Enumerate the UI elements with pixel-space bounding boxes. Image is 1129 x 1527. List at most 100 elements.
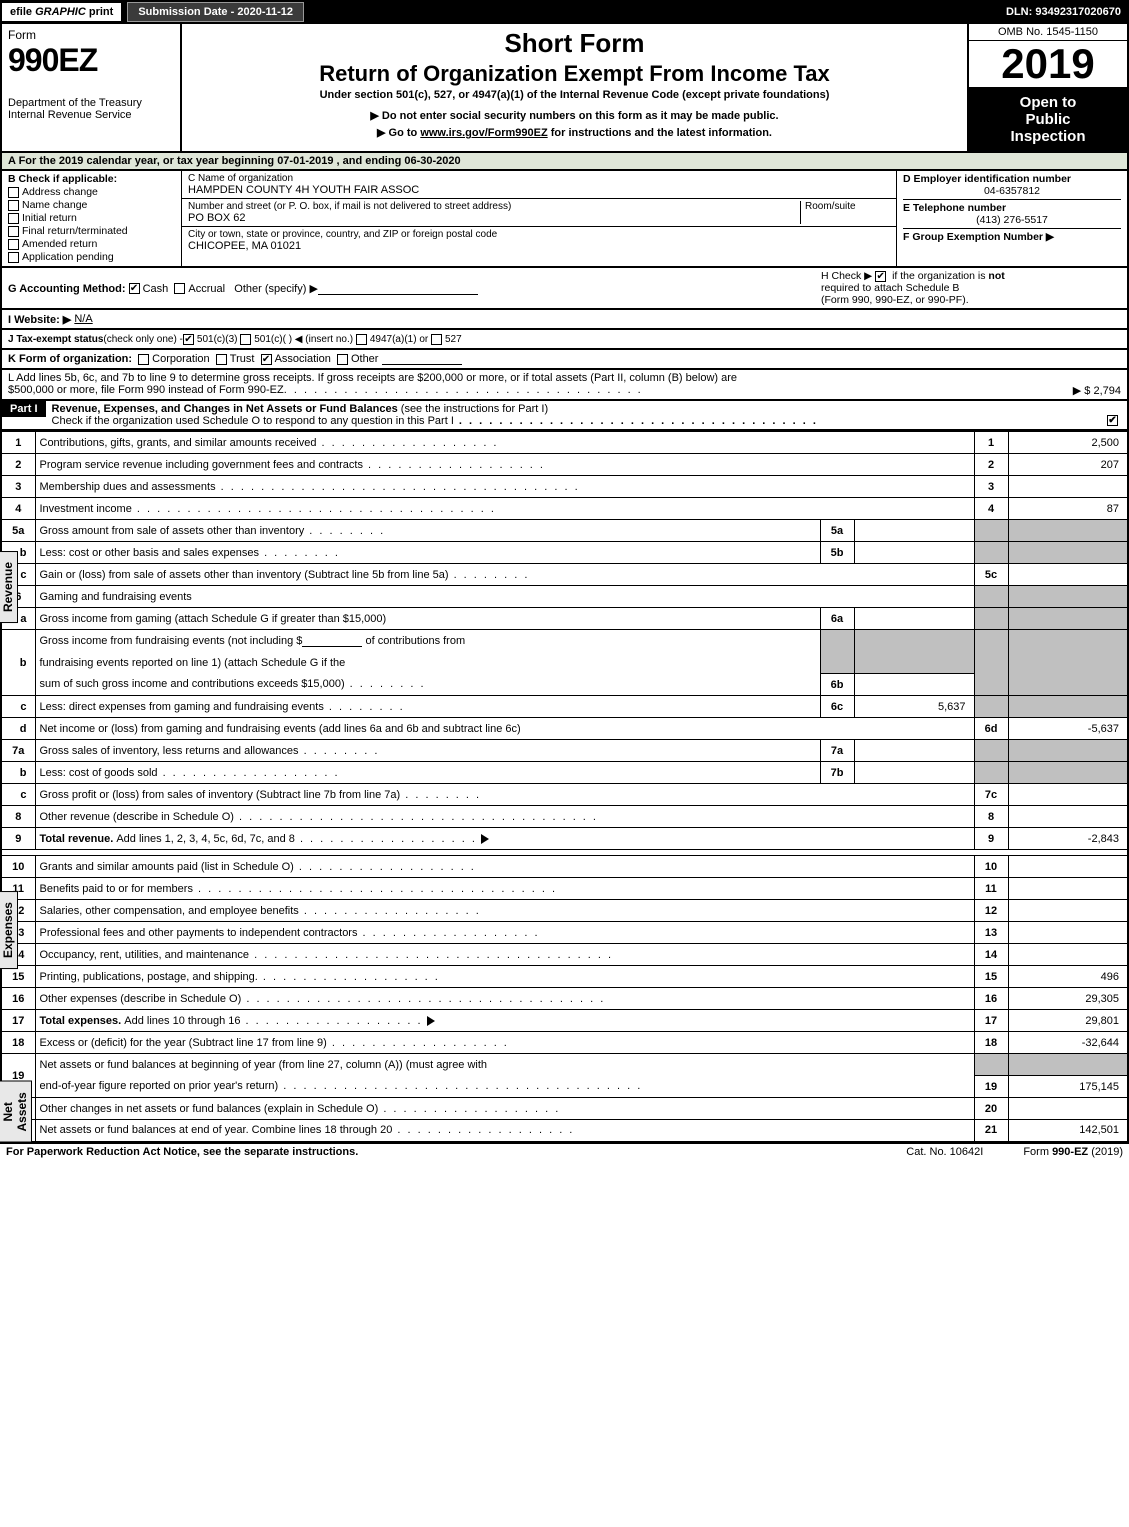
chk-accrual[interactable]	[174, 283, 185, 294]
footer-right-pre: Form	[1023, 1146, 1052, 1158]
part1-header: Part I Revenue, Expenses, and Changes in…	[0, 401, 1129, 431]
box-2: 2	[974, 454, 1008, 476]
chk-501c3[interactable]: ✔	[183, 334, 194, 345]
ln-9: 9	[1, 828, 35, 850]
gbox-6	[974, 586, 1008, 608]
lines-wrap: Revenue Expenses Net Assets 1Contributio…	[0, 431, 1129, 1143]
row-21: 21Net assets or fund balances at end of …	[1, 1120, 1128, 1142]
row-3: 3Membership dues and assessments3	[1, 476, 1128, 498]
d-5b: Less: cost or other basis and sales expe…	[40, 547, 260, 559]
gbox-5a	[974, 520, 1008, 542]
chk-address-label: Address change	[22, 186, 98, 198]
city-value: CHICOPEE, MA 01021	[188, 240, 890, 252]
chk-cash[interactable]: ✔	[129, 283, 140, 294]
chk-part1-scho[interactable]: ✔	[1107, 415, 1118, 426]
d-12: Salaries, other compensation, and employ…	[40, 905, 299, 917]
mamt-5b	[854, 542, 974, 564]
chk-final-label: Final return/terminated	[22, 225, 128, 237]
group-exemption-label: F Group Exemption Number ▶	[903, 231, 1121, 243]
street-row: Number and street (or P. O. box, if mail…	[182, 199, 896, 227]
org-name-row: C Name of organization HAMPDEN COUNTY 4H…	[182, 171, 896, 199]
line-g: G Accounting Method: ✔Cash Accrual Other…	[8, 282, 821, 295]
d-4: Investment income	[40, 503, 132, 515]
short-form: Short Form	[188, 28, 961, 59]
box-6d: 6d	[974, 718, 1008, 740]
goto-link[interactable]: www.irs.gov/Form990EZ	[420, 127, 547, 139]
chk-other-org[interactable]	[337, 354, 348, 365]
entity-block: B Check if applicable: Address change Na…	[0, 171, 1129, 268]
mbox-5a: 5a	[820, 520, 854, 542]
form-id-block: Form 990EZ Department of the Treasury In…	[2, 24, 182, 151]
d-7b: Less: cost of goods sold	[40, 767, 158, 779]
blank-6b[interactable]	[302, 635, 362, 647]
ln-7a: 7a	[1, 740, 35, 762]
footer: For Paperwork Reduction Act Notice, see …	[0, 1143, 1129, 1160]
under-section: Under section 501(c), 527, or 4947(a)(1)…	[188, 89, 961, 101]
street-value: PO BOX 62	[188, 212, 800, 224]
part1-label: Part I	[2, 401, 46, 417]
d-13: Professional fees and other payments to …	[40, 927, 358, 939]
chk-4947[interactable]	[356, 334, 367, 345]
open3: Inspection	[973, 128, 1123, 145]
chk-trust[interactable]	[216, 354, 227, 365]
box-14: 14	[974, 944, 1008, 966]
d-3: Membership dues and assessments	[40, 481, 216, 493]
ln-6c: c	[1, 696, 35, 718]
row-6c: cLess: direct expenses from gaming and f…	[1, 696, 1128, 718]
form-right-block: OMB No. 1545-1150 2019 Open to Public In…	[967, 24, 1127, 151]
row-9: 9Total revenue. Add lines 1, 2, 3, 4, 5c…	[1, 828, 1128, 850]
d-11: Benefits paid to or for members	[40, 883, 193, 895]
footer-left: For Paperwork Reduction Act Notice, see …	[6, 1146, 358, 1158]
i-value: N/A	[74, 313, 92, 325]
mbox-5b: 5b	[820, 542, 854, 564]
k-other-blank[interactable]	[382, 353, 462, 365]
ln-3: 3	[1, 476, 35, 498]
footer-right: Form 990-EZ (2019)	[1023, 1146, 1123, 1158]
chk-h[interactable]: ✔	[875, 271, 886, 282]
chk-501c[interactable]	[240, 334, 251, 345]
amt-9: -2,843	[1008, 828, 1128, 850]
form-word: Form	[8, 28, 174, 42]
box-7c: 7c	[974, 784, 1008, 806]
d-17: Total expenses.	[40, 1015, 125, 1027]
row-6d: dNet income or (loss) from gaming and fu…	[1, 718, 1128, 740]
efile-print-button[interactable]: efile GRAPHIC print	[0, 1, 123, 23]
chk-amended-label: Amended return	[22, 238, 97, 250]
submission-date-button[interactable]: Submission Date - 2020-11-12	[127, 2, 304, 22]
chk-initial[interactable]: Initial return	[8, 212, 175, 224]
d-16: Other expenses (describe in Schedule O)	[40, 993, 242, 1005]
chk-corp[interactable]	[138, 354, 149, 365]
line-a: A For the 2019 calendar year, or tax yea…	[0, 153, 1129, 171]
g-other-blank[interactable]	[318, 283, 478, 295]
row-5a: 5aGross amount from sale of assets other…	[1, 520, 1128, 542]
print-label: print	[86, 6, 114, 18]
footer-right-form: 990-EZ	[1052, 1146, 1088, 1158]
chk-address[interactable]: Address change	[8, 186, 175, 198]
ln-18: 18	[1, 1032, 35, 1054]
ln-1: 1	[1, 432, 35, 454]
chk-527[interactable]	[431, 334, 442, 345]
ln-17: 17	[1, 1010, 35, 1032]
chk-amended[interactable]: Amended return	[8, 238, 175, 250]
chk-final[interactable]: Final return/terminated	[8, 225, 175, 237]
row-19-2: end-of-year figure reported on prior yea…	[1, 1076, 1128, 1098]
chk-name[interactable]: Name change	[8, 199, 175, 211]
street-label: Number and street (or P. O. box, if mail…	[188, 201, 800, 212]
box-8: 8	[974, 806, 1008, 828]
mbox-6a: 6a	[820, 608, 854, 630]
amt-11	[1008, 878, 1128, 900]
box-b: B Check if applicable: Address change Na…	[2, 171, 182, 266]
ln-6d: d	[1, 718, 35, 740]
chk-assoc[interactable]: ✔	[261, 354, 272, 365]
chk-pending[interactable]: Application pending	[8, 251, 175, 263]
d-1: Contributions, gifts, grants, and simila…	[40, 437, 317, 449]
part1-dots	[454, 415, 818, 427]
row-4: 4Investment income487	[1, 498, 1128, 520]
ein-label: D Employer identification number	[903, 173, 1121, 185]
amt-14	[1008, 944, 1128, 966]
part1-title: Revenue, Expenses, and Changes in Net As…	[52, 403, 401, 415]
j-label: J Tax-exempt status	[8, 334, 103, 345]
amt-16: 29,305	[1008, 988, 1128, 1010]
row-18: 18Excess or (deficit) for the year (Subt…	[1, 1032, 1128, 1054]
amt-18: -32,644	[1008, 1032, 1128, 1054]
